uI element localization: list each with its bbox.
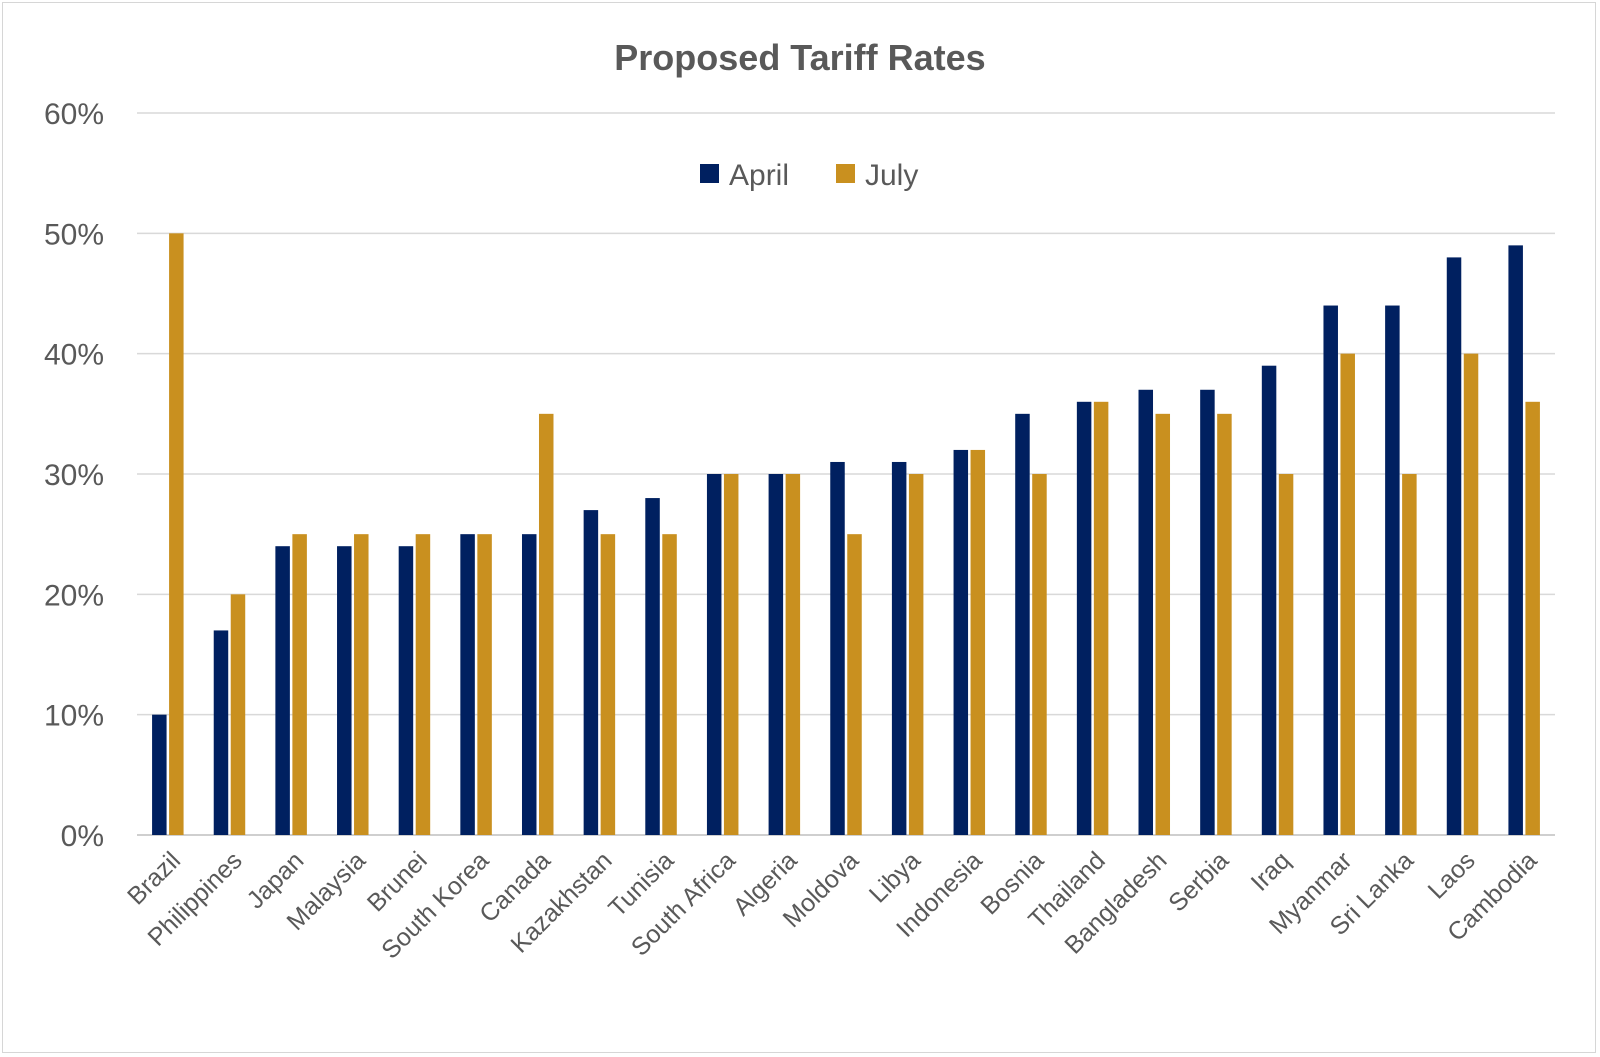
bar-july-south-korea [477,534,492,835]
bar-july-kazakhstan [600,534,616,835]
x-axis: BrazilPhilippinesJapanMalaysiaBruneiSout… [122,846,1542,964]
bar-april-malaysia [337,546,352,835]
bar-april-tunisia [645,498,660,835]
bar-july-brazil [169,233,184,836]
bar-july-iraq [1278,474,1294,835]
y-tick-label: 0% [61,820,104,853]
y-tick-label: 50% [44,218,104,251]
bar-july-libya [908,474,924,835]
bar-april-myanmar [1323,305,1338,835]
legend-label-july: July [865,159,918,192]
bar-july-bosnia [1032,474,1047,835]
bars [152,233,1540,836]
bar-april-japan [275,546,290,835]
bar-july-cambodia [1525,401,1540,835]
bar-april-serbia [1200,389,1215,835]
bar-july-thailand [1093,401,1109,835]
bar-july-laos [1463,353,1479,835]
y-tick-label: 30% [44,459,104,492]
bar-july-canada [538,413,554,835]
bar-july-south-africa [723,474,739,835]
legend: April July [700,159,918,192]
y-tick-label: 60% [44,98,104,131]
bar-july-brunei [415,534,431,835]
legend-swatch-july [836,164,855,183]
bar-april-south-korea [460,534,475,835]
y-tick-label: 20% [44,579,104,612]
bar-april-brazil [152,714,167,835]
bar-april-iraq [1261,365,1277,835]
y-axis: 0% 10% 20% 30% 40% 50% 60% [44,98,104,853]
y-tick-label: 40% [44,339,104,372]
bar-july-philippines [230,594,246,835]
bar-april-libya [891,461,907,835]
bar-april-philippines [213,630,229,835]
bar-july-serbia [1217,413,1232,835]
bar-april-laos [1446,257,1462,835]
bar-april-bosnia [1015,413,1030,835]
bar-april-kazakhstan [583,510,599,835]
bar-july-japan [292,534,307,835]
bar-april-canada [521,534,537,835]
legend-swatch-april [700,164,719,183]
x-tick-label: Iraq [1246,846,1296,896]
bar-april-algeria [768,474,784,835]
bar-july-sri-lanka [1402,474,1417,835]
bar-april-bangladesh [1138,389,1154,835]
x-tick-label: Serbia [1163,846,1234,917]
bar-july-moldova [847,534,862,835]
bar-april-thailand [1076,401,1092,835]
bar-april-brunei [398,546,414,835]
bar-july-algeria [785,474,801,835]
chart-title: Proposed Tariff Rates [614,37,985,78]
bar-july-bangladesh [1155,413,1171,835]
bar-april-south-africa [706,474,722,835]
gridlines [137,112,1555,836]
bar-april-sri-lanka [1385,305,1400,835]
bar-april-moldova [830,461,845,835]
bar-july-tunisia [662,534,677,835]
bar-july-malaysia [354,534,369,835]
bar-april-cambodia [1508,245,1523,835]
bar-april-indonesia [953,449,969,835]
legend-label-april: April [729,159,789,192]
y-tick-label: 10% [44,700,104,733]
bar-july-indonesia [970,449,986,835]
bar-july-myanmar [1340,353,1355,835]
